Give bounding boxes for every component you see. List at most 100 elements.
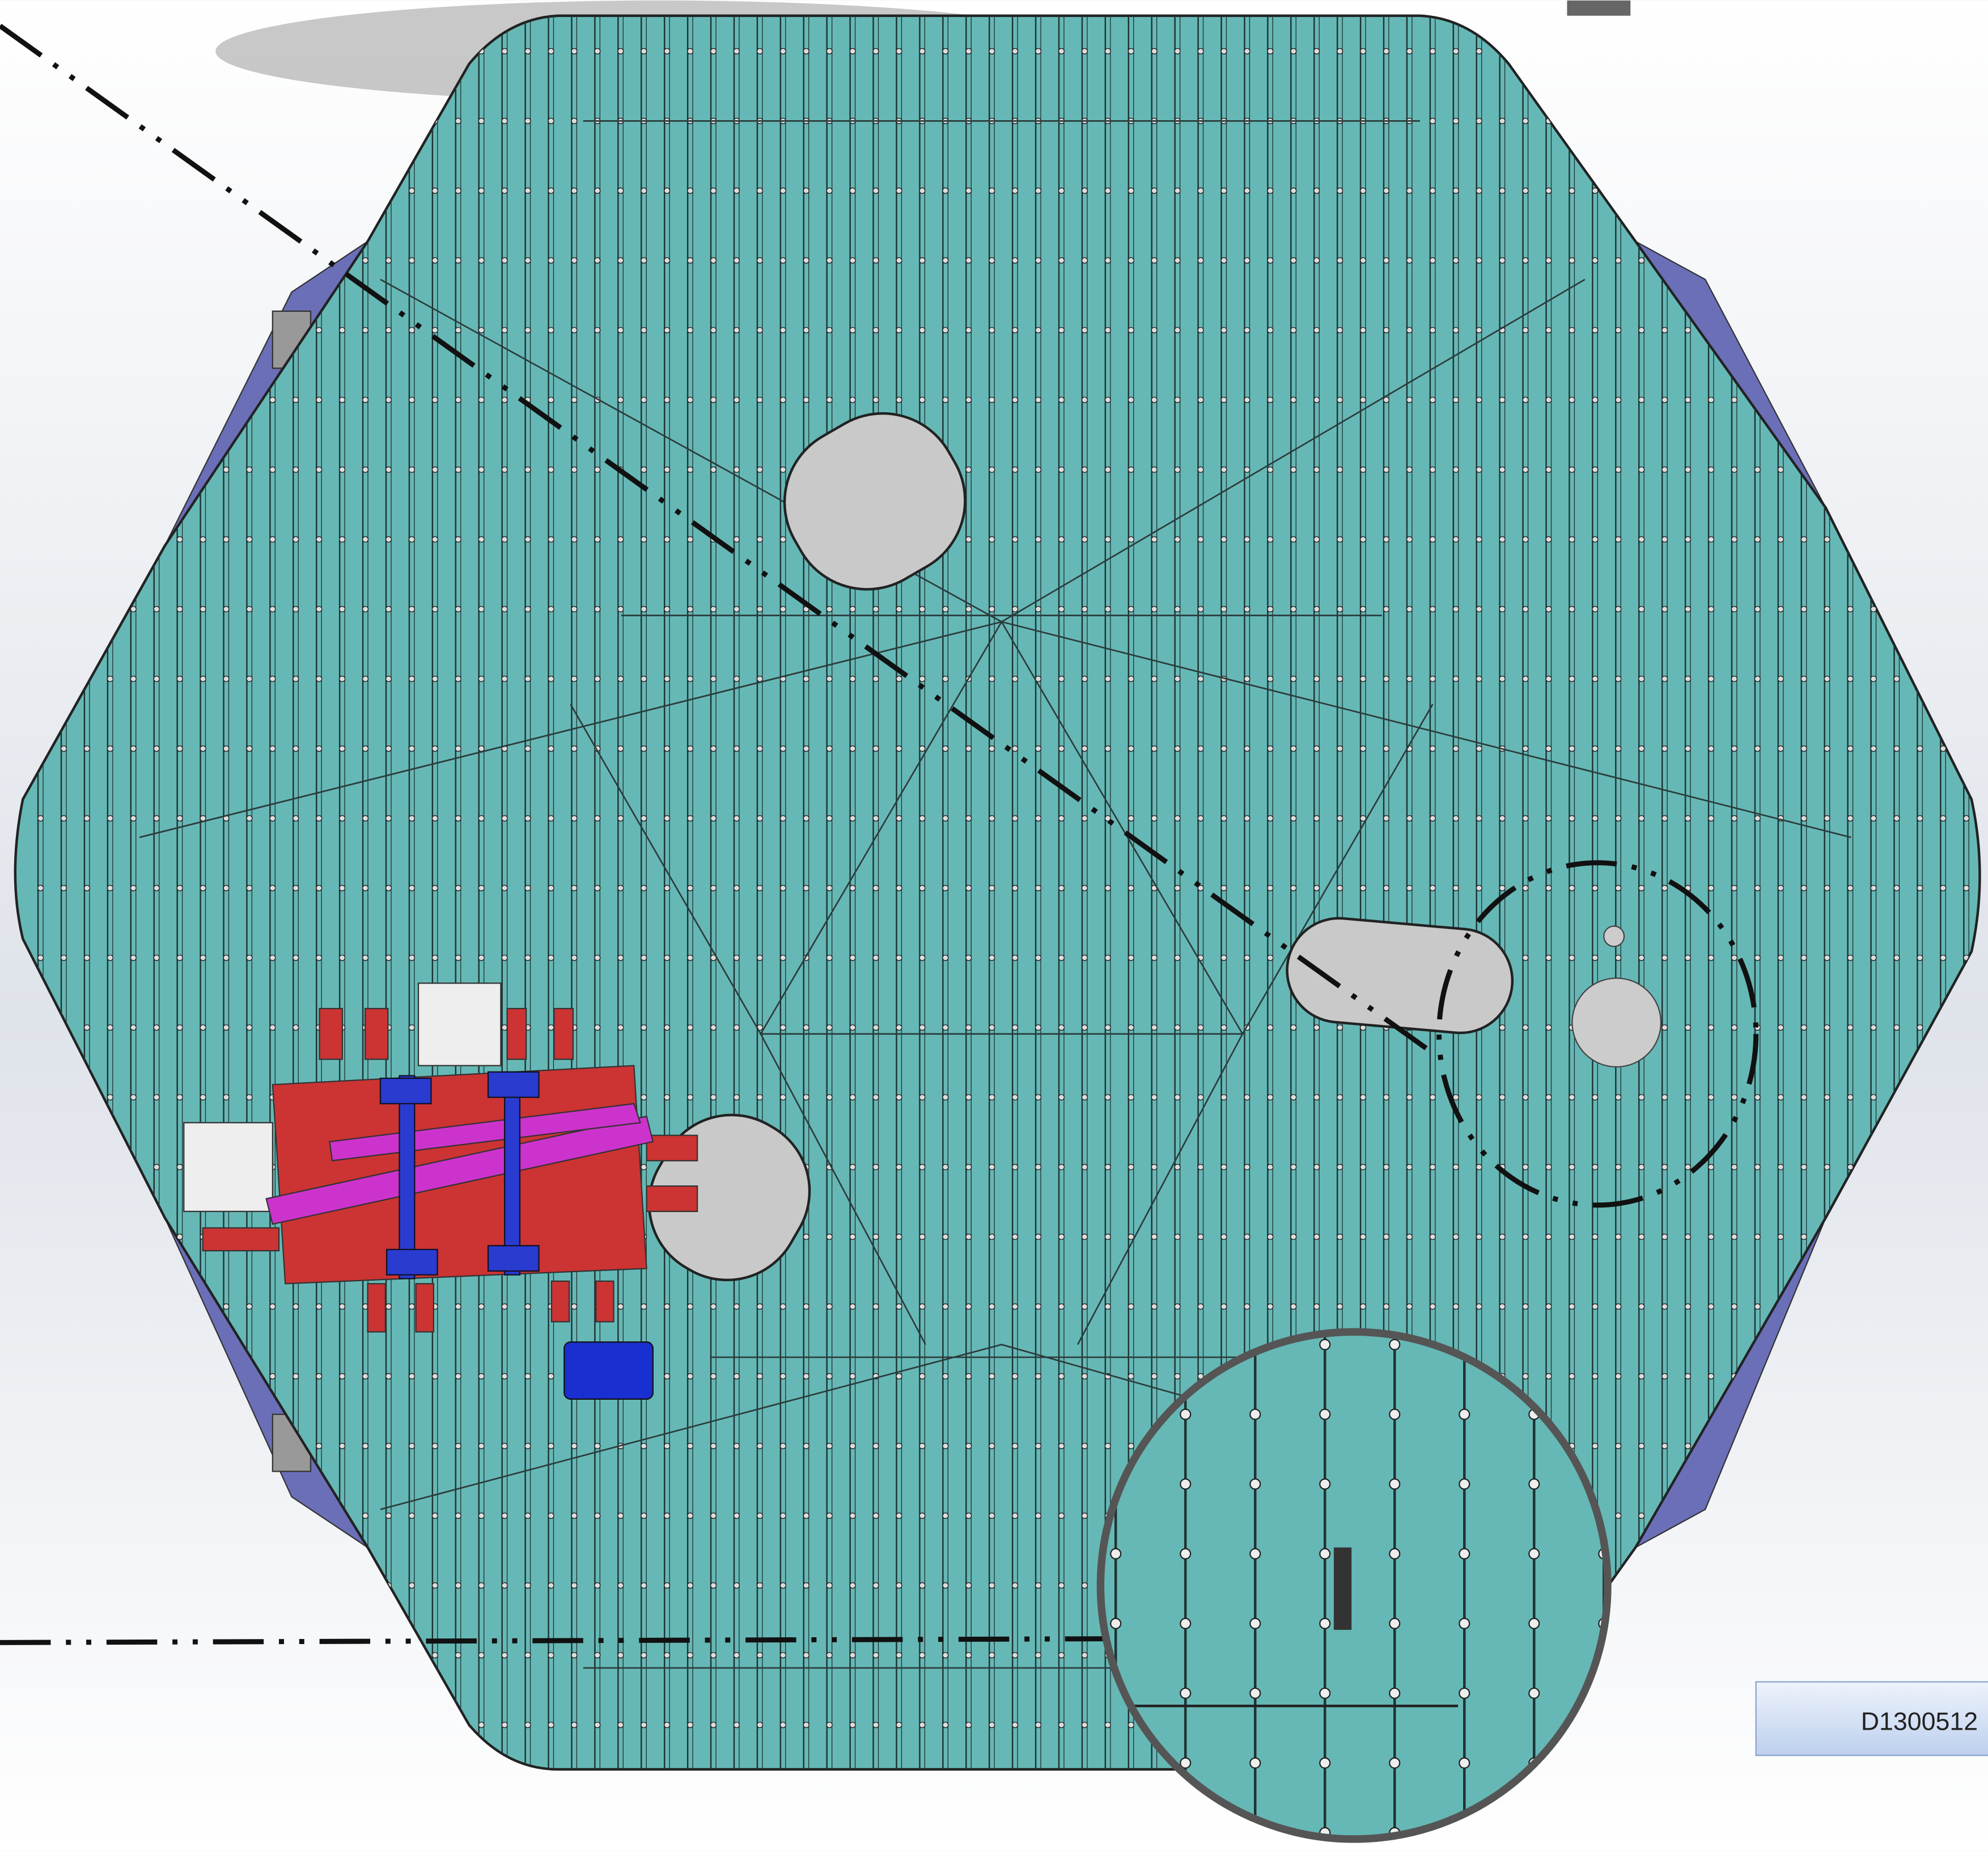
suspension-assembly xyxy=(183,982,698,1333)
hole xyxy=(1244,396,1251,404)
hole xyxy=(1383,1094,1390,1101)
hole xyxy=(849,1443,856,1450)
hole xyxy=(641,1303,647,1310)
hole xyxy=(1452,745,1459,752)
hole xyxy=(1638,1233,1645,1240)
hole xyxy=(617,1513,624,1519)
hole xyxy=(803,1373,809,1380)
hole xyxy=(965,1094,972,1101)
hole xyxy=(1429,48,1436,54)
hole xyxy=(1754,1303,1761,1310)
hole xyxy=(872,605,879,613)
hole xyxy=(1313,257,1320,264)
hole xyxy=(1499,675,1506,683)
hole xyxy=(1197,1233,1204,1240)
oval-plate xyxy=(1286,917,1514,1035)
hole xyxy=(989,1094,995,1101)
hole xyxy=(1151,1373,1158,1380)
hole xyxy=(1824,675,1830,683)
hole xyxy=(1615,675,1622,683)
hole xyxy=(1545,1373,1552,1380)
hole xyxy=(1151,745,1158,752)
hole xyxy=(965,1582,972,1589)
hole xyxy=(1389,1339,1401,1350)
hole xyxy=(455,1303,461,1310)
hole xyxy=(965,187,972,194)
hole xyxy=(919,815,926,822)
toolbar-icon xyxy=(1567,0,1631,16)
hole xyxy=(733,1024,740,1031)
hole xyxy=(107,1094,113,1101)
hole xyxy=(1429,1233,1436,1240)
hole xyxy=(594,815,601,822)
hole xyxy=(1267,257,1274,264)
hole xyxy=(1452,605,1459,613)
hole xyxy=(1824,536,1830,543)
hole xyxy=(1731,1303,1738,1310)
hole xyxy=(200,1024,206,1031)
hole xyxy=(1319,1617,1331,1629)
hole xyxy=(594,1722,601,1729)
hole xyxy=(779,1652,786,1659)
hole xyxy=(1429,675,1436,683)
hole xyxy=(1522,396,1529,404)
hole xyxy=(1035,1303,1042,1310)
hole xyxy=(1661,815,1668,822)
hole xyxy=(293,884,299,892)
hole xyxy=(1824,745,1830,752)
hole xyxy=(733,257,740,264)
hole xyxy=(1569,466,1575,473)
hole xyxy=(1012,1163,1019,1171)
hole xyxy=(269,954,276,961)
hole xyxy=(896,1513,902,1519)
hole xyxy=(339,815,346,822)
hole xyxy=(501,1582,508,1589)
hole xyxy=(942,327,949,334)
hole xyxy=(965,1233,972,1240)
hole xyxy=(1197,257,1204,264)
hole xyxy=(524,1582,531,1589)
hole xyxy=(710,1722,717,1729)
hole xyxy=(826,1513,833,1519)
hole xyxy=(617,396,624,404)
hole xyxy=(779,1722,786,1729)
hole xyxy=(664,1443,671,1450)
hole xyxy=(37,884,44,892)
hole xyxy=(431,257,438,264)
hole xyxy=(826,605,833,613)
hole xyxy=(1522,1094,1529,1101)
hole xyxy=(617,884,624,892)
hole xyxy=(1035,1513,1042,1519)
hole xyxy=(1522,257,1529,264)
hole xyxy=(1174,1373,1181,1380)
hole xyxy=(872,187,879,194)
hole xyxy=(965,1303,972,1310)
hole xyxy=(594,605,601,613)
hole xyxy=(1615,605,1622,613)
hole xyxy=(1522,605,1529,613)
hole xyxy=(872,1303,879,1310)
hole xyxy=(524,815,531,822)
hole xyxy=(1035,396,1042,404)
hole xyxy=(431,1513,438,1519)
hole xyxy=(1389,1617,1401,1629)
hole xyxy=(641,257,647,264)
hole xyxy=(200,954,206,961)
hole xyxy=(524,1303,531,1310)
hole xyxy=(1337,1233,1343,1240)
hole xyxy=(478,884,485,892)
hole xyxy=(1615,257,1622,264)
hole xyxy=(664,1303,671,1310)
hole xyxy=(849,884,856,892)
hole xyxy=(293,466,299,473)
hole xyxy=(1406,187,1413,194)
hole xyxy=(1313,605,1320,613)
hole xyxy=(478,536,485,543)
hole xyxy=(1180,1617,1192,1629)
hole xyxy=(1638,605,1645,613)
hole xyxy=(1058,1163,1065,1171)
hole xyxy=(1545,1024,1552,1031)
hole xyxy=(965,1443,972,1450)
hole xyxy=(641,327,647,334)
hole xyxy=(246,1024,253,1031)
